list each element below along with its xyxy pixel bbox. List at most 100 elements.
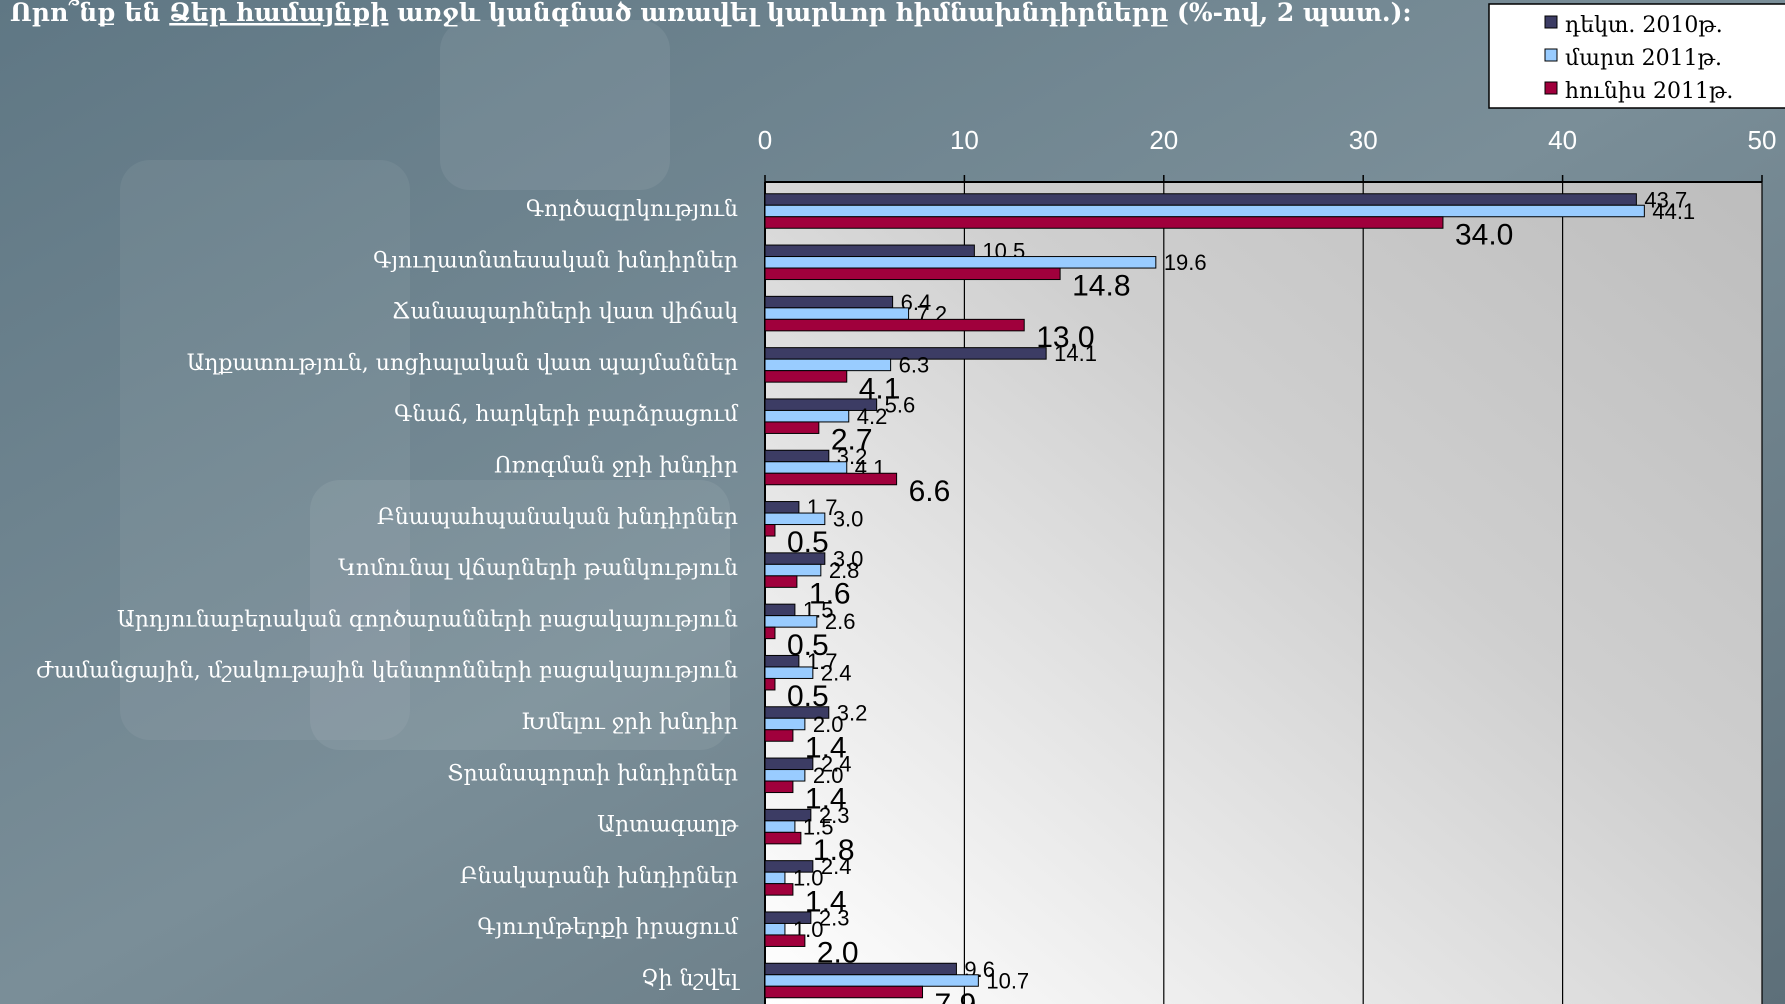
y-tick-label: Ճանապարհների վատ վիճակ	[392, 300, 738, 325]
decor	[440, 20, 670, 190]
bar	[764, 757, 814, 771]
legend-label: դեկտ. 2010թ.	[1565, 13, 1723, 38]
x-tick-label: 20	[1149, 125, 1178, 155]
title-part: առջև կանգնած առավել կարևոր հիմնախնդիրներ…	[388, 0, 1411, 27]
bar	[764, 626, 776, 640]
data-label: 2.7	[831, 424, 873, 457]
bar	[764, 501, 800, 514]
bar	[764, 216, 1444, 229]
bar	[764, 512, 826, 526]
title-part: Ձեր համայնքի	[169, 0, 388, 27]
bar	[764, 871, 786, 885]
y-tick-label: Գյուղմթերքի իրացում	[477, 915, 738, 940]
y-tick-label: Գործազրկություն	[526, 197, 738, 222]
bar	[764, 666, 814, 679]
bar	[764, 615, 818, 628]
bar	[764, 860, 814, 873]
data-label: 6.6	[909, 475, 951, 508]
y-tick-label: Կոմունալ վճարների թանկություն	[338, 556, 738, 581]
bar	[764, 347, 1047, 360]
bar	[764, 244, 975, 258]
bar	[764, 370, 848, 383]
y-tick-label: Արդյունաբերական գործարանների բացակայությ…	[117, 607, 738, 632]
bar	[764, 193, 1637, 206]
bar	[764, 934, 806, 947]
y-tick-label: Տրանսպորտի խնդիրներ	[447, 761, 738, 786]
y-tick-label: Ոռոգման ջրի խնդիր	[494, 454, 738, 479]
data-label: 14.1	[1054, 341, 1097, 366]
decor	[310, 480, 730, 750]
chart-title: Որո՞նք են Ձեր համայնքի առջև կանգնած առավ…	[10, 0, 1412, 27]
data-label: 2.0	[813, 763, 844, 788]
x-tick-label: 40	[1548, 125, 1577, 155]
y-tick-label: Բնապահպանական խնդիրներ	[377, 505, 738, 530]
x-tick-label: 0	[758, 125, 772, 155]
y-tick-label: Խմելու ջրի խնդիր	[521, 710, 738, 735]
data-label: 1.6	[809, 578, 851, 611]
y-tick-label: Ժամանցային, մշակութային կենտրոնների բացա…	[36, 659, 738, 684]
y-tick-label: Գյուղատնտեսական խնդիրներ	[373, 248, 738, 273]
legend-label: հունիս 2011թ.	[1565, 79, 1733, 104]
y-tick-label: Արտագաղթ	[597, 813, 738, 838]
data-label: 1.4	[805, 885, 847, 918]
x-tick-label: 10	[950, 125, 979, 155]
data-label: 2.3	[819, 803, 850, 828]
y-tick-label: Չի նշվել	[641, 967, 740, 992]
title-part: Որո՞նք են	[10, 0, 169, 27]
x-tick-label: 30	[1349, 125, 1378, 155]
data-label: 2.0	[813, 712, 844, 737]
bar	[764, 677, 776, 691]
data-label: 3.0	[833, 546, 864, 571]
bar	[764, 421, 820, 434]
bar	[764, 769, 806, 782]
bar	[764, 974, 979, 987]
data-label: 6.3	[899, 353, 930, 378]
legend-swatch	[1544, 48, 1558, 62]
bar	[764, 472, 898, 486]
legend	[1488, 3, 1785, 109]
bar	[764, 717, 806, 731]
data-label: 1.5	[803, 814, 834, 839]
bar	[764, 563, 822, 577]
data-label: 2.4	[821, 854, 852, 879]
data-label: 1.8	[813, 834, 855, 867]
bar	[764, 409, 850, 423]
bar	[764, 820, 796, 833]
bar	[764, 780, 794, 794]
data-label: 7.9	[935, 988, 977, 1004]
bar	[764, 267, 1061, 281]
bar	[764, 654, 800, 668]
data-label: 2.8	[829, 558, 860, 583]
data-label: 1.4	[805, 783, 847, 816]
bar	[764, 295, 894, 309]
data-label: 5.6	[885, 393, 916, 418]
bar	[764, 962, 957, 976]
data-label: 4.2	[857, 404, 888, 429]
legend-swatch	[1544, 81, 1558, 95]
data-label: 2.4	[821, 661, 852, 686]
bar	[764, 985, 924, 999]
bar	[764, 307, 910, 320]
bar	[764, 552, 826, 565]
bar	[764, 318, 1025, 332]
x-tick-label: 50	[1748, 125, 1777, 155]
bar	[764, 461, 848, 474]
y-tick-label: Բնակարանի խնդիրներ	[460, 864, 738, 889]
bar	[764, 575, 798, 588]
data-label: 1.0	[793, 866, 824, 891]
bar	[764, 256, 1157, 269]
data-label: 19.6	[1164, 250, 1207, 275]
bar	[764, 729, 794, 742]
bar	[764, 883, 794, 896]
data-label: 34.0	[1455, 218, 1513, 251]
data-label: 2.4	[821, 752, 852, 777]
bar	[764, 911, 812, 924]
decor	[120, 160, 410, 740]
bar	[764, 524, 776, 537]
y-tick-label: Աղքատություն, սոցիալական վատ պայմաններ	[187, 351, 738, 376]
y-tick-label: Գնաճ, հարկերի բարձրացում	[394, 402, 739, 427]
bar	[764, 449, 830, 463]
bar	[764, 922, 786, 936]
